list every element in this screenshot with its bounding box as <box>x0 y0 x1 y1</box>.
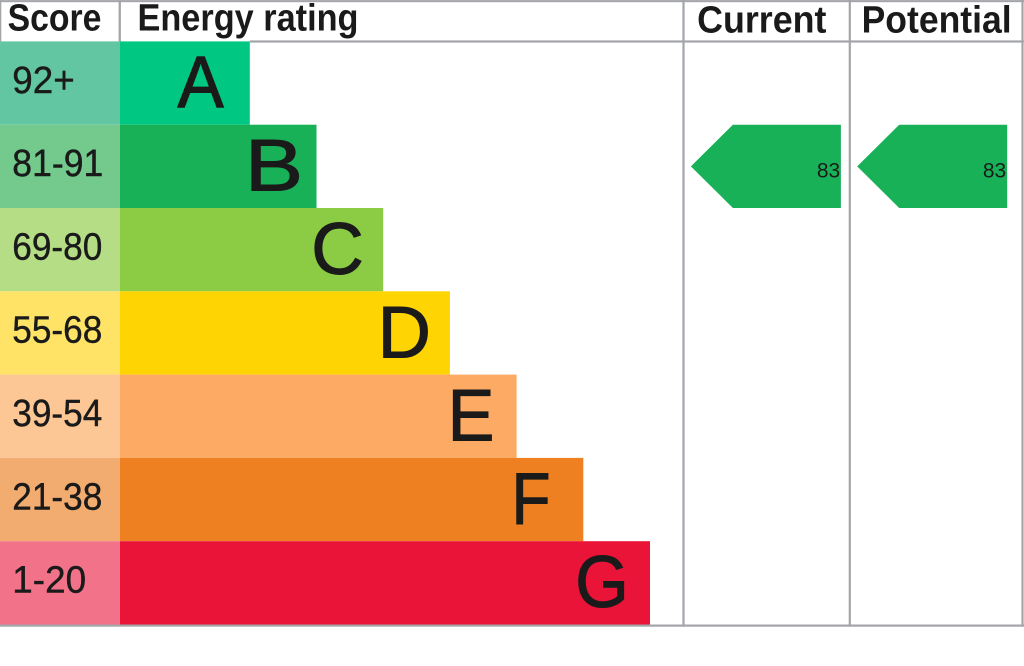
svg-text:69-80: 69-80 <box>12 226 102 268</box>
svg-text:A: A <box>178 40 224 123</box>
svg-text:D: D <box>378 290 431 373</box>
svg-text:55-68: 55-68 <box>12 310 102 352</box>
svg-text:F: F <box>512 457 551 540</box>
svg-text:C: C <box>311 207 364 290</box>
svg-text:83: 83 <box>817 159 840 182</box>
svg-text:83: 83 <box>983 159 1006 182</box>
svg-text:Energy rating: Energy rating <box>138 0 359 40</box>
svg-text:Score: Score <box>8 0 102 40</box>
svg-text:E: E <box>448 374 495 457</box>
svg-text:21-38: 21-38 <box>12 476 102 518</box>
svg-text:92+: 92+ <box>12 60 75 102</box>
svg-text:Current: Current <box>697 0 827 41</box>
svg-text:1-20: 1-20 <box>12 560 86 602</box>
svg-text:39-54: 39-54 <box>12 393 102 435</box>
svg-text:B: B <box>245 124 303 207</box>
svg-text:81-91: 81-91 <box>12 143 103 185</box>
svg-text:G: G <box>575 540 629 623</box>
svg-text:Potential: Potential <box>862 0 1012 41</box>
